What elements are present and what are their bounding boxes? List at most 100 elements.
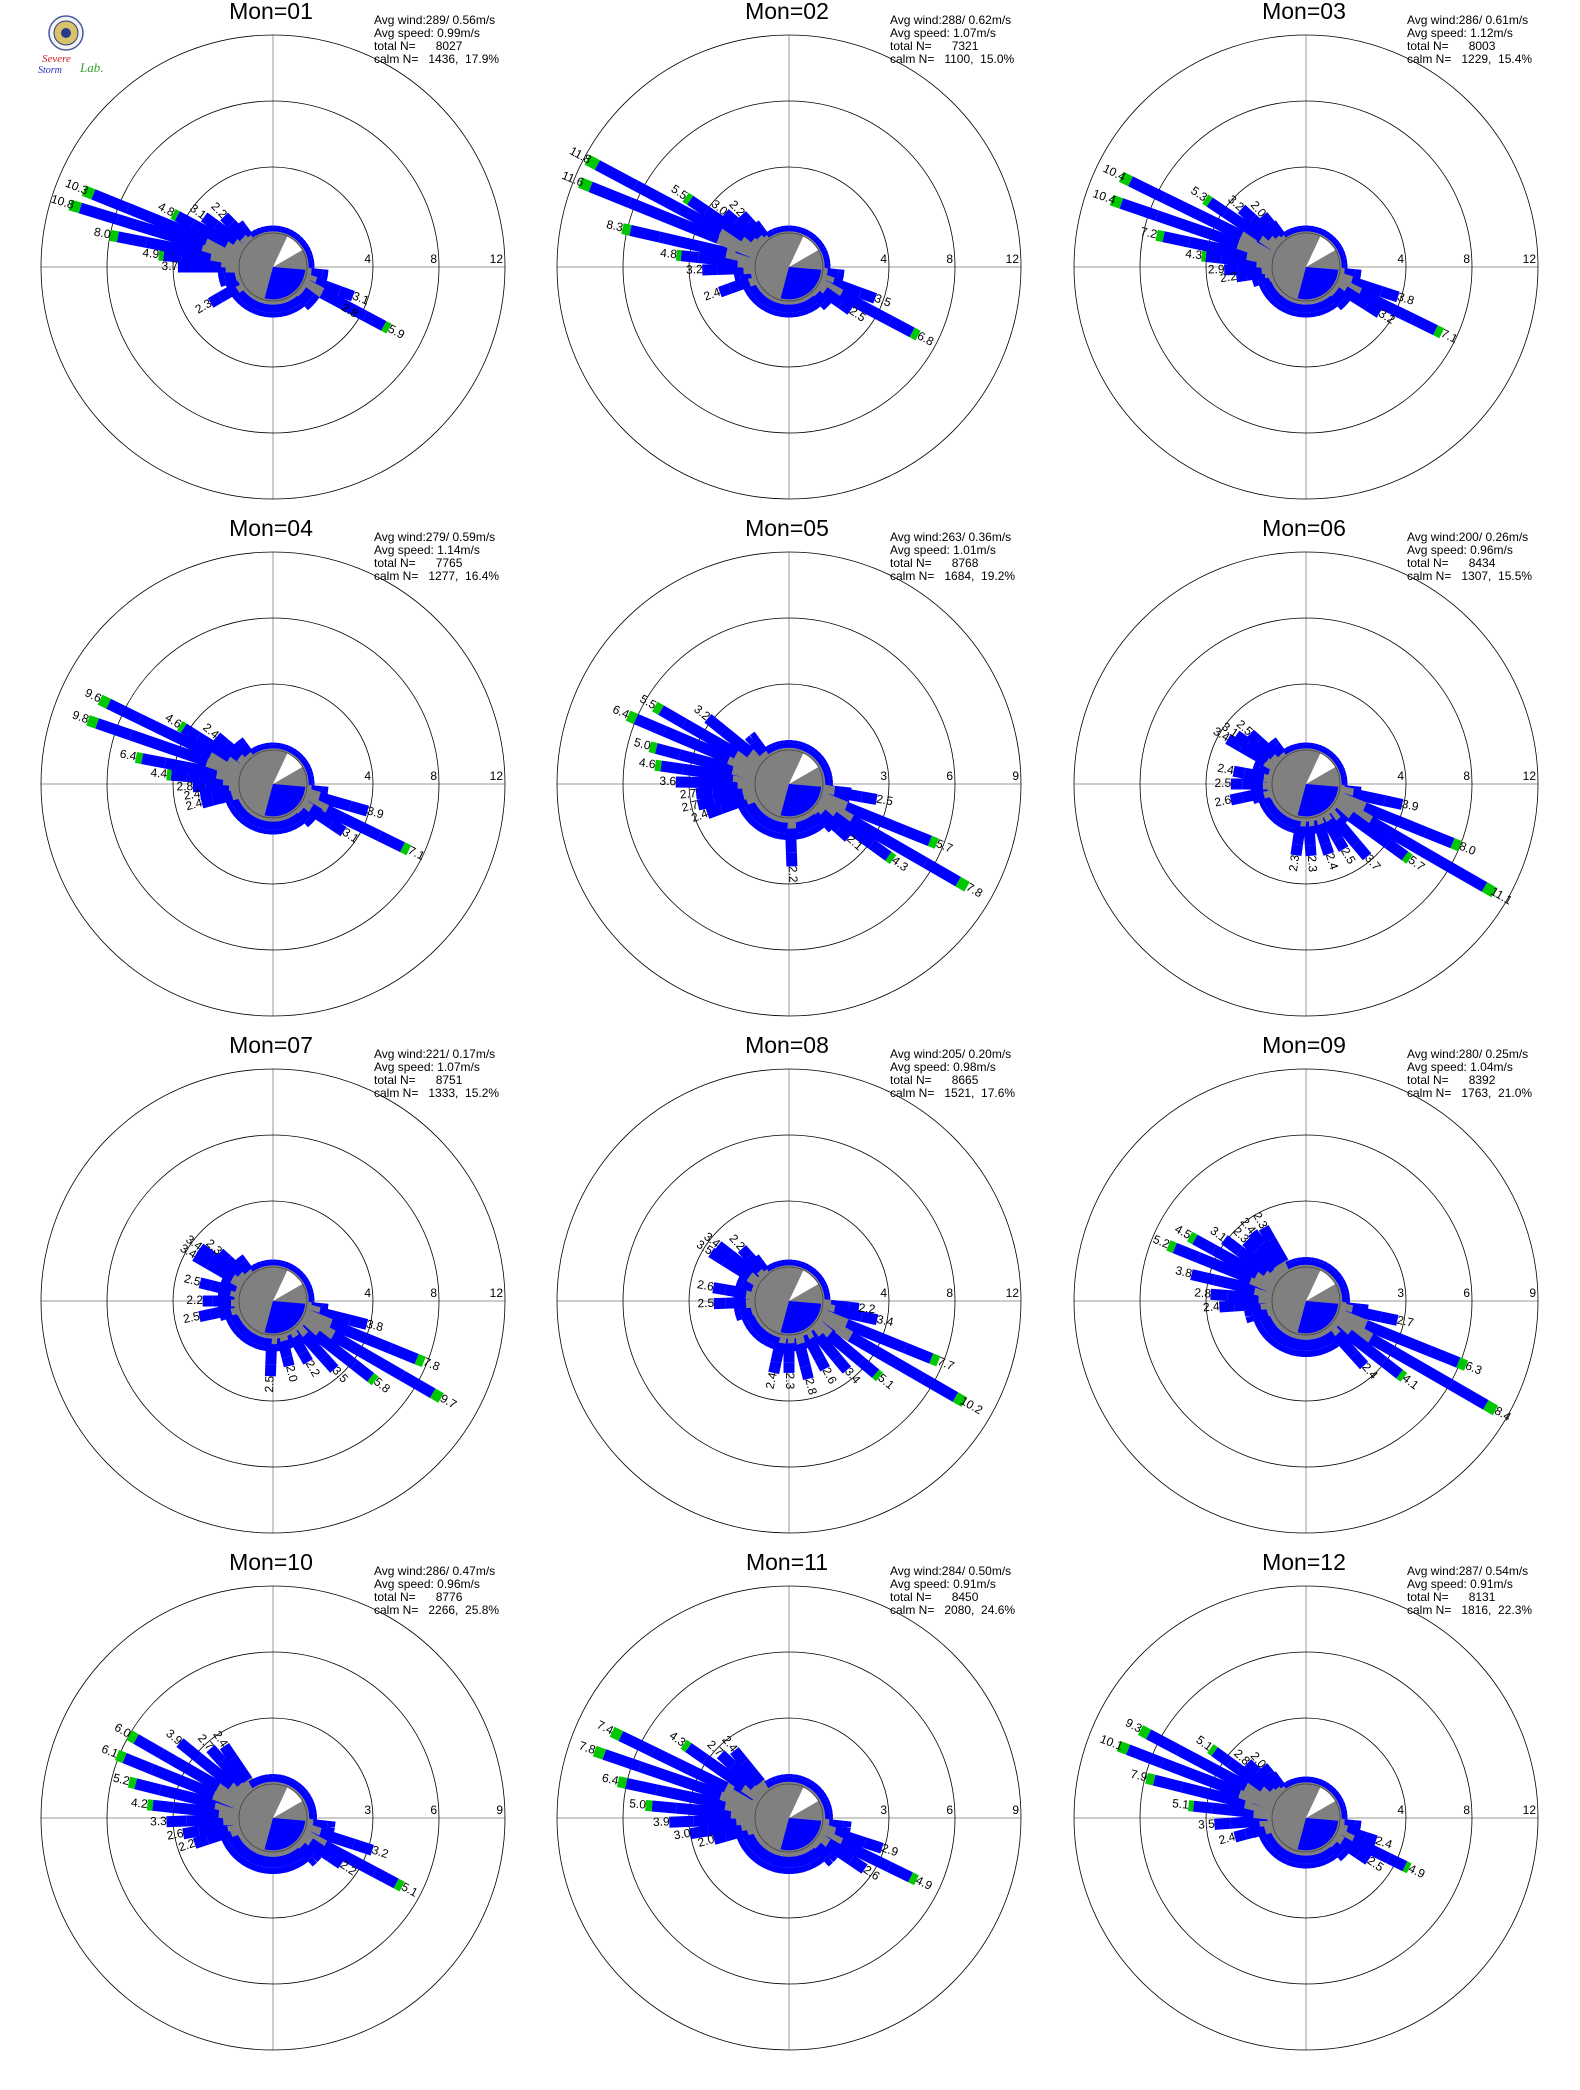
- bar-segment-mid: [1252, 279, 1260, 287]
- bar-value-label: 7.9: [1129, 1767, 1149, 1785]
- bar-segment-mid: [289, 1850, 301, 1863]
- bar-segment-mid: [1428, 1346, 1461, 1368]
- bar-segment-mid: [702, 1754, 748, 1792]
- bar-segment-high: [430, 1388, 444, 1403]
- bar-segment-low: [818, 791, 849, 813]
- bar-segment-mid: [1267, 803, 1278, 814]
- bar-segment-mid: [1253, 1768, 1278, 1792]
- bar-value-label: 2.5: [697, 1296, 714, 1311]
- bar-value-label: 2.5: [182, 1309, 202, 1326]
- total-n-text: total N= 7765: [374, 556, 463, 570]
- bar-value-label: 3.2: [686, 262, 703, 277]
- ring: [1073, 1068, 1539, 1534]
- bar-segment-mid: [1264, 1834, 1275, 1844]
- bar-segment-mid: [821, 287, 845, 308]
- bar-segment-low: [814, 1832, 831, 1849]
- bar-segment-mid: [1236, 1246, 1271, 1276]
- bar-segment-mid: [1242, 1237, 1261, 1256]
- bars: [1166, 1225, 1499, 1416]
- bar-value-label: 9.8: [71, 708, 92, 727]
- bar-segment-mid: [196, 1243, 216, 1262]
- ring: [40, 1585, 506, 2051]
- ring-label: 8: [430, 769, 437, 783]
- bar-segment-mid: [1270, 1327, 1283, 1340]
- bar-segment-mid: [289, 815, 299, 826]
- bar-segment-mid: [703, 206, 748, 242]
- bar-segment-mid: [746, 1838, 760, 1850]
- bar-segment-mid: [1297, 1350, 1304, 1357]
- bar-segment-high: [1145, 1772, 1156, 1786]
- bar-segment-high: [97, 694, 111, 709]
- panel-title: Mon=09: [1262, 1032, 1346, 1058]
- bar-segment-mid: [675, 776, 699, 788]
- bar-segment-mid: [1312, 1862, 1320, 1868]
- bar-segment-mid: [1298, 227, 1306, 232]
- bar-segment-mid: [1338, 1837, 1362, 1859]
- bar-segment-high: [621, 223, 632, 236]
- bar-segment-mid: [1273, 293, 1284, 304]
- bar-segment-mid: [744, 735, 755, 746]
- bar-segment-high: [1207, 1744, 1218, 1756]
- bar-segment-mid: [1232, 765, 1246, 779]
- bar-segment-mid: [1175, 1745, 1249, 1791]
- bar-segment-mid: [247, 298, 257, 309]
- bar-segment-mid: [289, 298, 299, 309]
- bar-value-label: 3.4: [876, 1312, 896, 1329]
- avg-speed-text: Avg speed: 1.12m/s: [1407, 26, 1513, 40]
- ring: [622, 1651, 956, 1985]
- bar-segment-mid: [1446, 862, 1488, 892]
- bar-segment-mid: [718, 283, 733, 298]
- bar-segment-mid: [1341, 286, 1370, 310]
- panel-stats: Avg wind:284/ 0.50m/s Avg speed: 0.91m/s t…: [890, 1565, 1015, 1617]
- bar-segment-mid: [860, 791, 878, 805]
- bar-value-label: 7.2: [1139, 224, 1159, 241]
- bar-segment-mid: [1367, 1333, 1454, 1390]
- bar-segment-low: [1335, 791, 1367, 813]
- bar-segment-low: [1239, 230, 1278, 257]
- bar-segment-mid: [1325, 295, 1336, 306]
- calm-sector: [1297, 267, 1339, 300]
- bar-value-label: 5.2: [112, 1771, 132, 1789]
- ring-label: 8: [430, 252, 437, 266]
- bar-segment-mid: [732, 218, 759, 243]
- bar-segment-mid: [286, 1852, 296, 1865]
- ring-label: 8: [1463, 1803, 1470, 1817]
- bar-segment-high: [1483, 1400, 1499, 1416]
- bar-segment-mid: [808, 295, 819, 306]
- bar-segment-mid: [669, 1815, 694, 1828]
- bar-segment-mid: [756, 293, 767, 304]
- calm-n-text: calm N= 2266, 25.8%: [374, 1603, 500, 1617]
- bar-segment-mid: [243, 1329, 254, 1340]
- bar-segment-low: [811, 1318, 833, 1339]
- bar-segment-mid: [1264, 283, 1275, 293]
- bar-segment-mid: [195, 1753, 236, 1789]
- bar-value-label: 2.4: [1216, 761, 1235, 778]
- bar-segment-high: [616, 1776, 628, 1789]
- bar-segment-mid: [207, 292, 223, 308]
- bar-segment-mid: [95, 718, 133, 741]
- ring: [40, 34, 506, 500]
- bar-segment-mid: [1269, 1840, 1280, 1851]
- bar-segment-low: [1238, 1787, 1277, 1811]
- bar-value-label: 2.5: [875, 792, 894, 809]
- bar-segment-mid: [734, 274, 742, 282]
- bar-segment-mid: [1297, 312, 1305, 318]
- bar-segment-mid: [796, 832, 804, 840]
- bar-segment-mid: [258, 1866, 266, 1874]
- bar-segment-mid: [176, 1738, 202, 1762]
- bar-segment-mid: [1119, 198, 1159, 221]
- total-n-text: total N= 8450: [890, 1590, 979, 1604]
- bar-segment-mid: [296, 810, 309, 823]
- calm-sector: [273, 1787, 303, 1818]
- avg-speed-text: Avg speed: 0.99m/s: [374, 26, 480, 40]
- bar-value-label: 2.2: [186, 1293, 203, 1307]
- bar-segment-mid: [785, 828, 797, 853]
- total-n-text: total N= 8434: [1407, 556, 1496, 570]
- bar-segment-mid: [1221, 1235, 1243, 1256]
- bar-segment-mid: [655, 1784, 727, 1810]
- ring: [556, 551, 1022, 1017]
- bar-segment-mid: [712, 1282, 727, 1296]
- bar-segment-mid: [750, 286, 761, 297]
- bar-segment-high: [885, 851, 897, 864]
